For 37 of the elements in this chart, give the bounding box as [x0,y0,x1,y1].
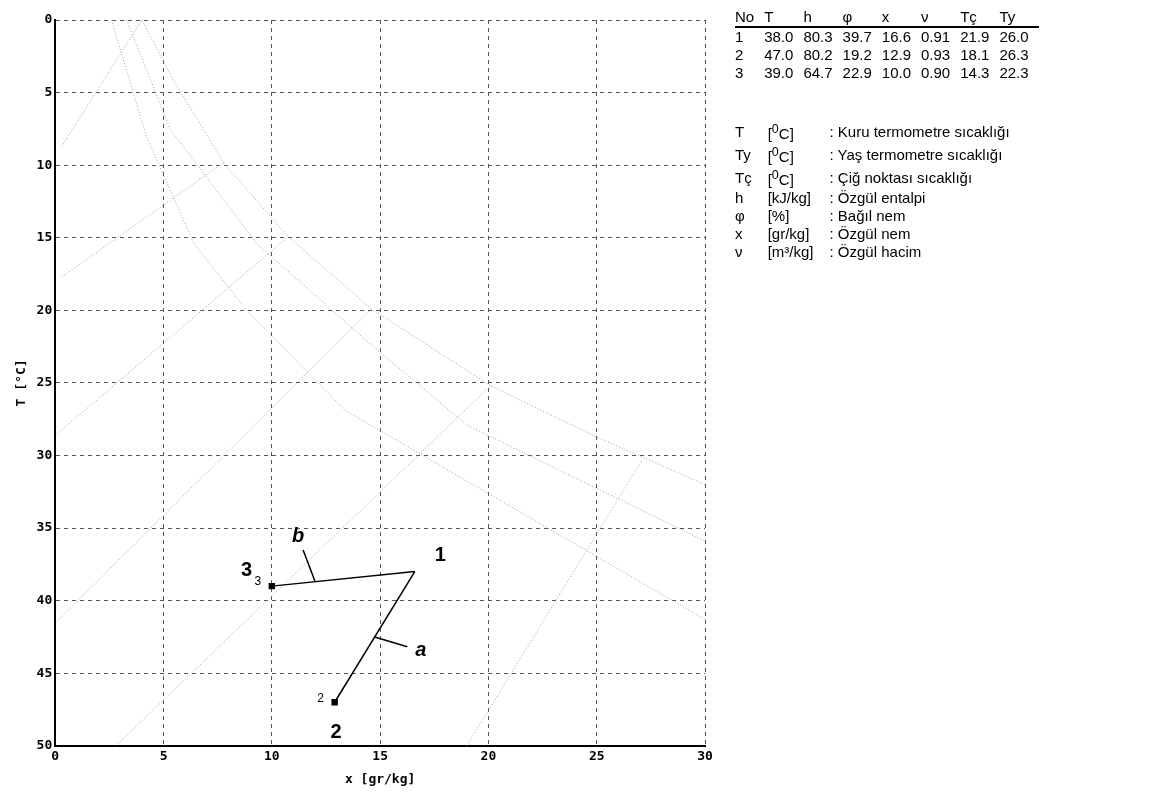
text: No T h φ x ν Tç Ty [735,8,1016,25]
y-tick-label: 15 [36,229,53,245]
text: ν [m³/kg] : Özgül hacim [735,243,922,260]
y-tick-label: 10 [36,156,53,172]
annotation: 1 [434,543,446,566]
y-tick-label: 20 [36,301,53,317]
x-tick-label: 30 [697,747,713,763]
text: 2 47.0 80.2 19.2 12.9 0.93 18.1 26.3 [735,46,1029,63]
x-tick-label: 15 [372,747,388,763]
y-tick-label: 45 [36,664,53,680]
text: 3 39.0 64.7 22.9 10.0 0.90 14.3 22.3 [735,64,1029,81]
y-tick-label: 5 [44,83,53,99]
x-tick-label: 5 [159,747,168,763]
y-tick-label: 40 [36,592,53,608]
x-tick-label: 20 [480,747,497,763]
text: Tç [$^{0}$C] : Çiğ noktası sıcaklığı [735,168,973,188]
x-tick-label: 25 [588,747,605,763]
annotation: 3 [240,557,253,580]
x-tick-label: 10 [264,747,280,763]
text: T [$^{0}$C] : Kuru termometre sıcaklığı [735,122,1010,142]
x-axis-title: x [gr/kg] [344,770,416,786]
annotation: 2 [330,719,342,742]
y-tick-label: 0 [44,11,53,27]
annotation: 2 [317,690,325,705]
y-axis-title: T [°C] [13,359,29,407]
y-tick-label: 25 [36,374,53,390]
y-tick-label: 30 [36,446,53,462]
y-tick-label: 50 [36,737,53,753]
text: h [kJ/kg] : Özgül entalpi [735,189,926,206]
annotation: 3 [254,574,262,589]
y-tick-label: 35 [36,519,53,535]
text: Ty [$^{0}$C] : Yaş termometre sıcaklığı [735,145,1003,165]
text: 1 38.0 80.3 39.7 16.6 0.91 21.9 26.0 [735,28,1029,45]
text: x [gr/kg] : Özgül nem [735,225,911,242]
text: φ [%] : Bağıl nem [735,207,906,224]
annotation: a [415,638,427,661]
annotation: b [292,524,305,547]
